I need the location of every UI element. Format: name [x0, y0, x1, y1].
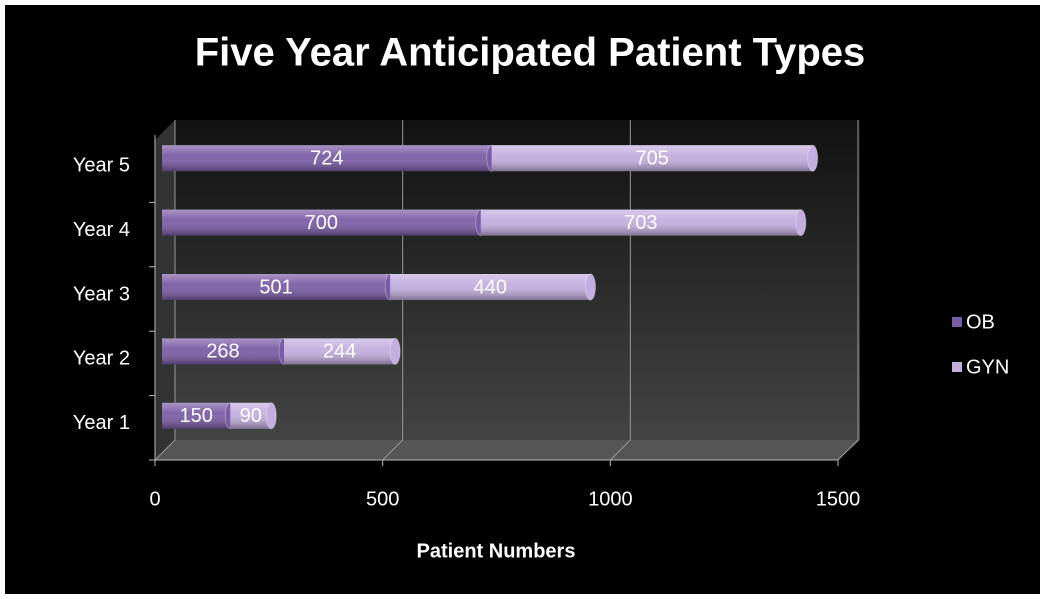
bar-shade: [162, 209, 481, 236]
bar-cap: [265, 402, 277, 430]
value-label: 244: [323, 341, 356, 363]
x-tick-label: 1500: [816, 488, 861, 510]
x-tick-label: 1000: [588, 488, 633, 510]
value-label: 705: [635, 147, 668, 169]
bar-shade: [162, 274, 391, 300]
value-label: 90: [240, 405, 262, 427]
y-tick-label: Year 4: [73, 219, 130, 241]
bar-cap: [795, 209, 807, 237]
value-label: 440: [474, 276, 507, 298]
bar-shade: [230, 402, 272, 429]
bar-cap: [584, 273, 596, 301]
value-label: 703: [624, 212, 657, 234]
x-tick-label: 500: [366, 488, 399, 510]
y-tick-label: Year 3: [73, 283, 130, 305]
bar-shade: [491, 145, 813, 172]
legend-label: GYN: [966, 356, 1009, 378]
y-tick-label: Year 1: [73, 412, 130, 434]
floor: [155, 440, 860, 460]
value-label: 150: [179, 405, 212, 427]
chart-title: Five Year Anticipated Patient Types: [195, 31, 866, 75]
bar-shade: [390, 274, 591, 300]
value-label: 700: [305, 212, 338, 234]
grid-line: [837, 120, 859, 461]
bar-shade: [162, 402, 231, 429]
bar-shade: [284, 338, 396, 365]
legend-label: OB: [966, 311, 995, 333]
bar-cap: [389, 337, 401, 365]
y-tick-label: Year 5: [73, 154, 130, 176]
bar-shade: [480, 209, 801, 236]
value-label: 501: [259, 276, 292, 298]
bar-cap: [807, 144, 819, 172]
bar-shade: [162, 145, 492, 172]
value-label: 268: [206, 341, 239, 363]
y-tick-label: Year 2: [73, 348, 130, 370]
x-axis-title: Patient Numbers: [417, 540, 576, 562]
legend-marker: [952, 317, 962, 327]
legend-marker: [952, 362, 962, 372]
bar-shade: [162, 338, 285, 365]
x-tick-label: 0: [149, 488, 160, 510]
value-label: 724: [310, 147, 343, 169]
